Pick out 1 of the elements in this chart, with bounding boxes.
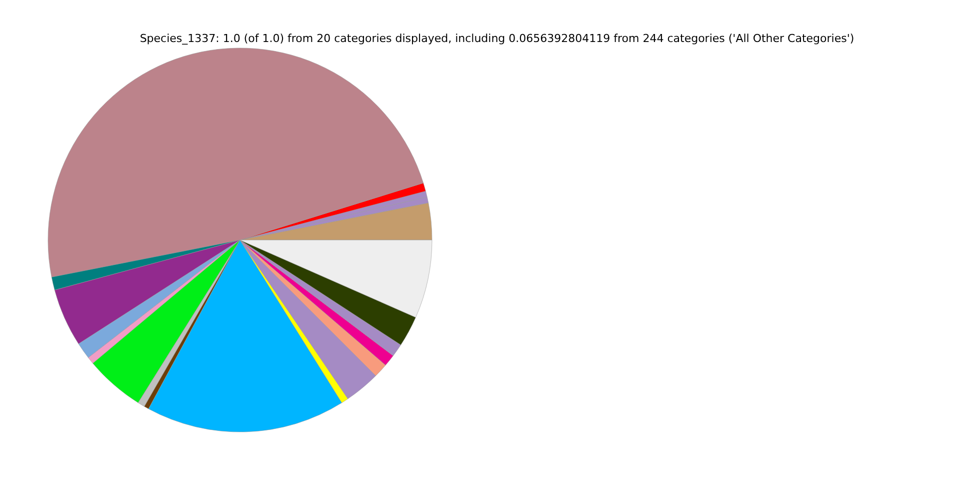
text: Species_1337: 1.0 (of 1.0) from 20 categories displayed, including 0.0656392804119 from 244 categories ('All Other Categories'): [140, 32, 854, 45]
